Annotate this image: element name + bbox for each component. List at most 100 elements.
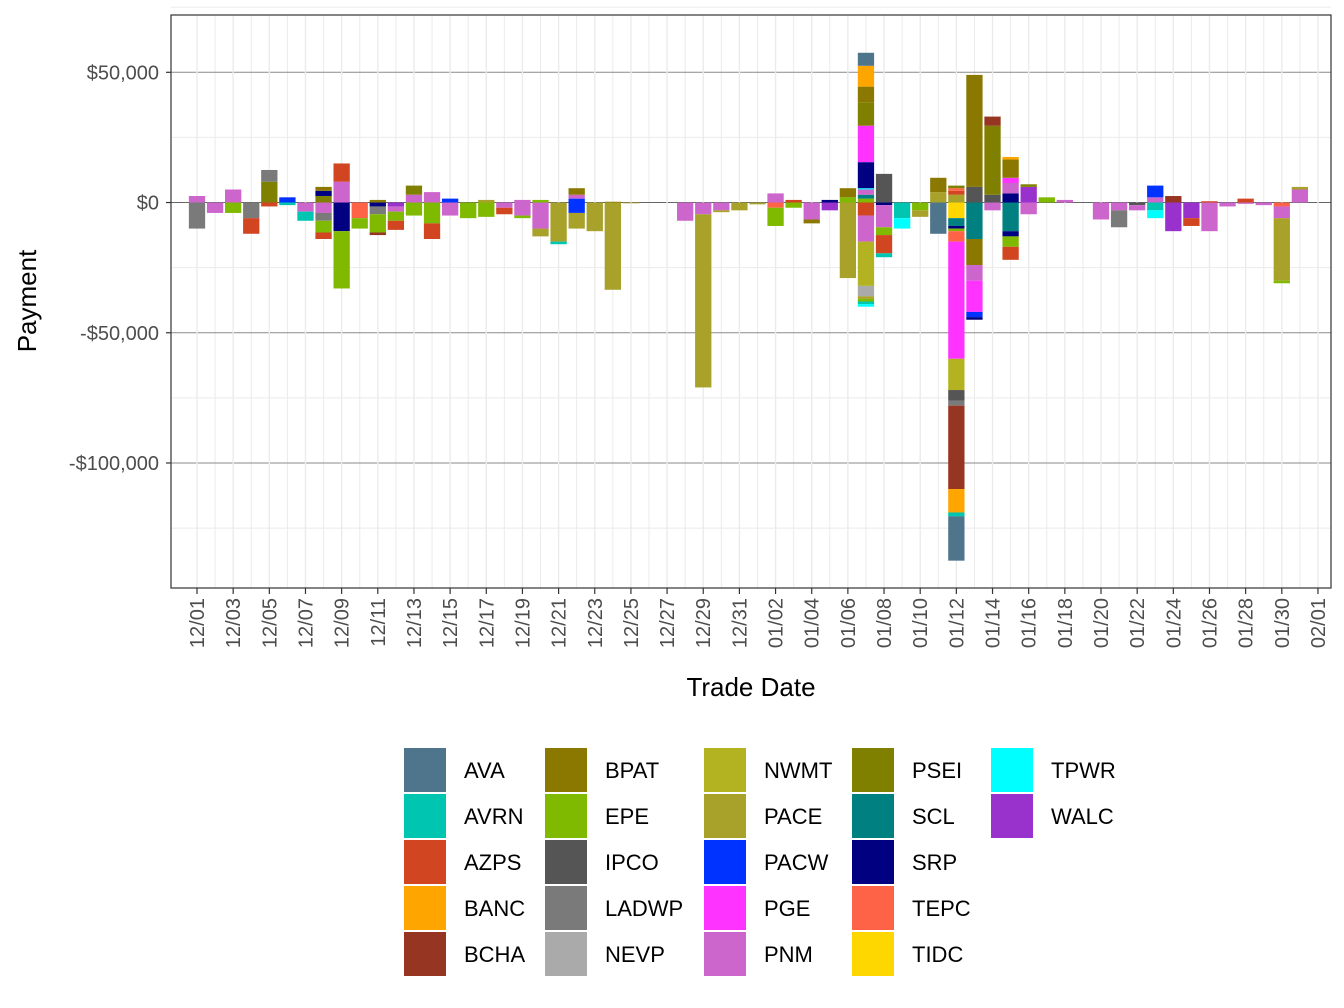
legend-swatch-pnm (704, 932, 746, 976)
bar-segment-pnm (1147, 197, 1164, 203)
bar-segment-pnm (1056, 199, 1073, 203)
legend-label-pace: PACE (764, 804, 822, 829)
bar-segment-pge (1002, 177, 1019, 183)
bar-segment-pacw (1147, 185, 1164, 198)
bar-segment-walc (1183, 202, 1200, 219)
x-tick-label: 12/19 (512, 598, 534, 648)
bar-segment-tpwr (857, 188, 875, 190)
bar-segment-bpat (568, 188, 585, 195)
legend-label-walc: WALC (1051, 804, 1114, 829)
legend-swatch-scl (852, 794, 894, 838)
bar-segment-psei (1020, 184, 1037, 187)
legend-label-ladwp: LADWP (605, 896, 683, 921)
bar-segment-ipco (1129, 202, 1146, 206)
bar-segment-bcha (948, 405, 965, 490)
bar-segment-epe (351, 218, 368, 229)
bar-segment-pnm (1219, 202, 1236, 207)
plot-background (171, 15, 1331, 588)
x-tick-label: 01/16 (1019, 598, 1041, 648)
legend-swatch-walc (991, 794, 1033, 838)
legend-swatch-ipco (545, 840, 587, 884)
bar-segment-srp (1002, 193, 1019, 203)
bar-segment-pace (1273, 218, 1290, 281)
bar-segment-bpat (315, 186, 332, 191)
bar-segment-pace (604, 202, 621, 290)
bar-segment-epe (460, 202, 477, 219)
legend-swatch-tidc (852, 932, 894, 976)
bar-segment-azps (243, 218, 260, 234)
bar-segment-azps (333, 163, 350, 182)
bar-segment-ladwp (1110, 210, 1128, 228)
bar-segment-pnm (188, 196, 206, 203)
bar-segment-epe (514, 215, 531, 219)
legend-label-avrn: AVRN (464, 804, 524, 829)
bar-segment-tepc (767, 202, 784, 208)
bar-segment-srp (966, 317, 983, 320)
bar-segment-bpat (966, 74, 983, 187)
y-tick-label: -$100,000 (69, 453, 159, 475)
bar-segment-azps (948, 190, 965, 195)
bar-segment-pnm (713, 202, 730, 211)
x-tick-label: 01/12 (946, 598, 968, 648)
bar-segment-tepc (1273, 202, 1290, 207)
x-tick-label: 02/01 (1308, 598, 1330, 648)
legend-label-azps: AZPS (464, 850, 521, 875)
major-gridlines (171, 15, 1331, 588)
bar-segment-pnm (225, 189, 242, 203)
bar-segment-bcha (1165, 196, 1182, 203)
x-tick-label: 12/01 (187, 598, 209, 648)
bar-segment-epe (423, 202, 441, 224)
x-tick-label: 12/03 (223, 598, 245, 648)
plot-border (170, 14, 1332, 589)
bar-segment-ipco (984, 194, 1001, 203)
legend-label-psei: PSEI (912, 758, 962, 783)
bar-segment-azps (1002, 246, 1019, 260)
bar-segment-ladwp (188, 202, 206, 229)
x-tick-label: 12/23 (585, 598, 607, 648)
x-tick-label: 12/21 (549, 598, 571, 648)
bar-segment-bpat (966, 238, 983, 266)
legend-label-nevp: NEVP (605, 942, 665, 967)
x-tick-label: 12/25 (621, 598, 643, 648)
bar-segment-banc (857, 65, 875, 87)
x-tick-label: 12/31 (729, 598, 751, 648)
legend-label-banc: BANC (464, 896, 525, 921)
x-tick-label: 12/09 (332, 598, 354, 648)
bar-segment-epe (387, 211, 405, 221)
x-axis: 12/01 12/03 12/05 12/07 12/09 12/11 12/13 12/15… (187, 588, 1330, 648)
bar-segment-epe (839, 197, 857, 203)
y-axis-title: Payment (12, 249, 42, 352)
bar-segment-pnm (857, 189, 875, 195)
bar-segment-ipco (966, 186, 983, 203)
bar-segment-azps (387, 220, 405, 230)
x-tick-label: 12/29 (693, 598, 715, 648)
bar-segment-avrn (550, 241, 567, 245)
bar-segment-srp (369, 202, 386, 207)
bar-segment-pnm (1273, 206, 1290, 219)
bar-segment-srp (315, 190, 332, 197)
bar-segment-walc (821, 202, 838, 211)
bar-segment-pnm (966, 265, 983, 281)
bar-segment-tpwr (1147, 210, 1164, 219)
bar-segment-tepc (948, 188, 965, 191)
bar-segment-ipco (875, 173, 893, 203)
bar-segment-epe (405, 202, 423, 216)
bar-segment-pnm (1020, 202, 1037, 215)
bar-segment-ladwp (243, 202, 260, 219)
bar-segment-pacw (279, 197, 296, 203)
y-tick-label: $0 (137, 193, 159, 215)
bar-segment-pnm (984, 202, 1001, 211)
x-tick-label: 12/05 (259, 598, 281, 648)
x-tick-label: 12/17 (476, 598, 498, 648)
legend-swatch-bcha (404, 932, 446, 976)
bar-segment-avrn (1147, 202, 1164, 211)
bar-segment-pnm (315, 202, 332, 213)
bar-segment-pnm (1002, 182, 1019, 194)
bar-segment-bpat (369, 199, 386, 203)
legend-swatch-ava (404, 748, 446, 792)
legend-swatch-azps (404, 840, 446, 884)
legend-label-epe: EPE (605, 804, 649, 829)
minor-gridlines (171, 6, 1331, 588)
x-tick-label: 01/26 (1199, 598, 1221, 648)
